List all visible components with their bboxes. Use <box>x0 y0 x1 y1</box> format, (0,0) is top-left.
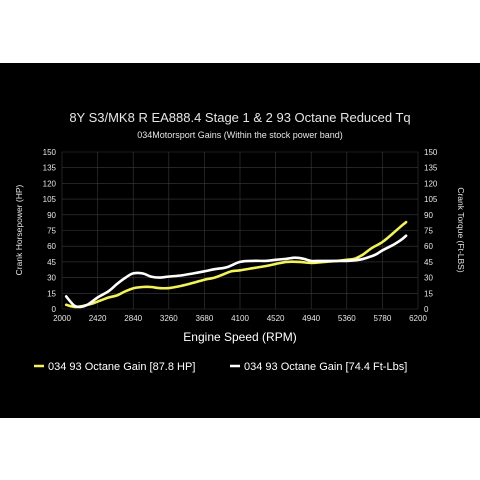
y-tick-right: 90 <box>424 211 433 220</box>
y-tick-left: 150 <box>43 148 57 157</box>
torque-gain-line <box>64 234 408 309</box>
y-tick-right: 150 <box>424 148 438 157</box>
y-tick-left: 90 <box>47 211 56 220</box>
chart-subtitle: 034Motorsport Gains (Within the stock po… <box>137 130 343 140</box>
y-tick-right: 135 <box>424 164 438 173</box>
y-axis-label-right: Crank Torque (Ft-LBS) <box>456 187 466 273</box>
chart-title: 8Y S3/MK8 R EA888.4 Stage 1 & 2 93 Octan… <box>69 110 410 125</box>
y-tick-left: 75 <box>47 227 56 236</box>
x-tick: 5360 <box>338 314 356 323</box>
y-tick-right: 30 <box>424 274 433 283</box>
y-tick-left: 120 <box>43 179 57 188</box>
y-tick-left: 135 <box>43 164 57 173</box>
y-tick-right: 15 <box>424 289 433 298</box>
y-tick-left: 45 <box>47 258 56 267</box>
y-axis-label-left: Crank Horsepower (HP) <box>14 184 24 275</box>
y-tick-right: 75 <box>424 227 433 236</box>
x-ticks: 2000 2420 2840 3260 3680 4100 4520 4940 5360 5780… <box>53 314 427 323</box>
legend: 034 93 Octane Gain [87.8 HP] 034 93 Octa… <box>34 361 407 373</box>
y-tick-right: 120 <box>424 179 438 188</box>
x-tick: 3260 <box>160 314 178 323</box>
x-tick: 4520 <box>267 314 285 323</box>
hp-gain-line <box>64 220 408 309</box>
legend-label-hp: 034 93 Octane Gain [87.8 HP] <box>48 361 195 373</box>
x-tick: 2000 <box>53 314 71 323</box>
grid <box>61 151 419 310</box>
y-tick-right: 105 <box>424 195 438 204</box>
y-tick-left: 60 <box>47 242 56 251</box>
y-tick-right: 0 <box>424 305 429 314</box>
x-tick: 4100 <box>231 314 249 323</box>
x-axis-label: Engine Speed (RPM) <box>183 330 296 344</box>
x-tick: 4940 <box>302 314 320 323</box>
legend-label-torque: 034 93 Octane Gain [74.4 Ft-Lbs] <box>244 361 407 373</box>
x-tick: 6200 <box>409 314 427 323</box>
x-tick: 2840 <box>124 314 142 323</box>
right-y-ticks: 0 15 30 45 60 75 90 105 120 135 150 <box>424 148 438 314</box>
y-tick-right: 60 <box>424 242 433 251</box>
y-tick-right: 45 <box>424 258 433 267</box>
chart-panel: 8Y S3/MK8 R EA888.4 Stage 1 & 2 93 Octan… <box>0 63 480 418</box>
y-tick-left: 15 <box>47 289 56 298</box>
series-lines <box>64 220 408 309</box>
x-tick: 5780 <box>374 314 392 323</box>
left-y-ticks: 0 15 30 45 60 75 90 105 120 135 150 <box>43 148 57 314</box>
y-tick-left: 105 <box>43 195 57 204</box>
x-tick: 2420 <box>89 314 107 323</box>
y-tick-left: 30 <box>47 274 56 283</box>
x-tick: 3680 <box>196 314 214 323</box>
y-tick-left: 0 <box>52 305 57 314</box>
line-chart: 8Y S3/MK8 R EA888.4 Stage 1 & 2 93 Octan… <box>14 110 466 373</box>
